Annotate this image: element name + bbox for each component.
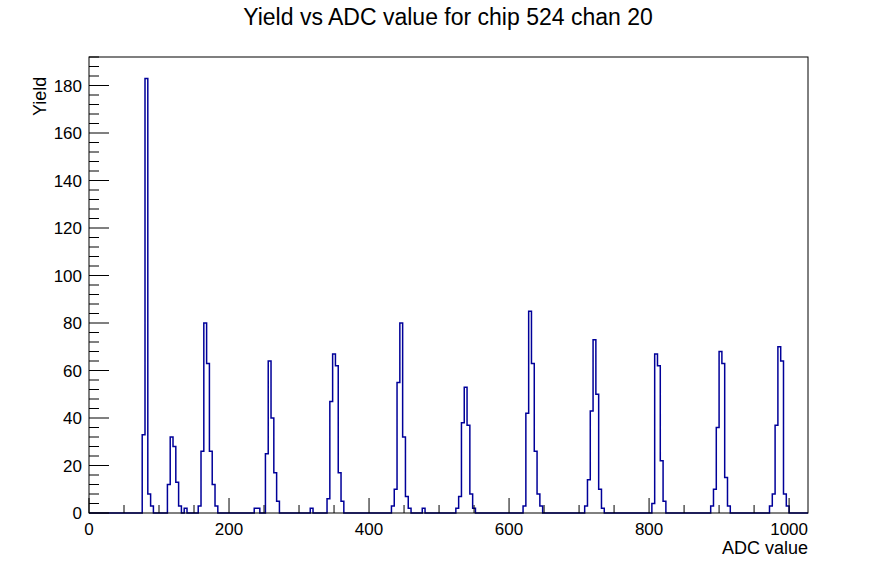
y-tick-label: 80 [63,314,82,333]
x-tick-label: 400 [355,520,383,539]
x-tick-label: 1000 [770,520,808,539]
y-tick-label: 160 [54,124,82,143]
x-tick-label: 600 [495,520,523,539]
x-tick-label: 0 [84,520,93,539]
y-tick-label: 120 [54,219,82,238]
root-canvas: Yield vs ADC value for chip 524 chan 20 … [0,0,896,572]
y-tick-label: 140 [54,172,82,191]
chart-title: Yield vs ADC value for chip 524 chan 20 [0,4,896,31]
x-tick-label: 800 [635,520,663,539]
x-tick-label: 200 [215,520,243,539]
x-axis-title: ADC value [722,538,808,559]
y-tick-label: 0 [73,504,82,523]
y-axis-title: Yield [30,56,51,116]
y-tick-label: 180 [54,77,82,96]
y-tick-label: 40 [63,409,82,428]
y-tick-label: 60 [63,362,82,381]
y-tick-label: 20 [63,457,82,476]
histogram-path [89,78,808,513]
plot-area: 0 200 400 600 800 1000 0 20 40 60 80 100 120 140 160 18… [0,0,896,572]
plot-frame [89,57,808,513]
y-tick-label: 100 [54,267,82,286]
